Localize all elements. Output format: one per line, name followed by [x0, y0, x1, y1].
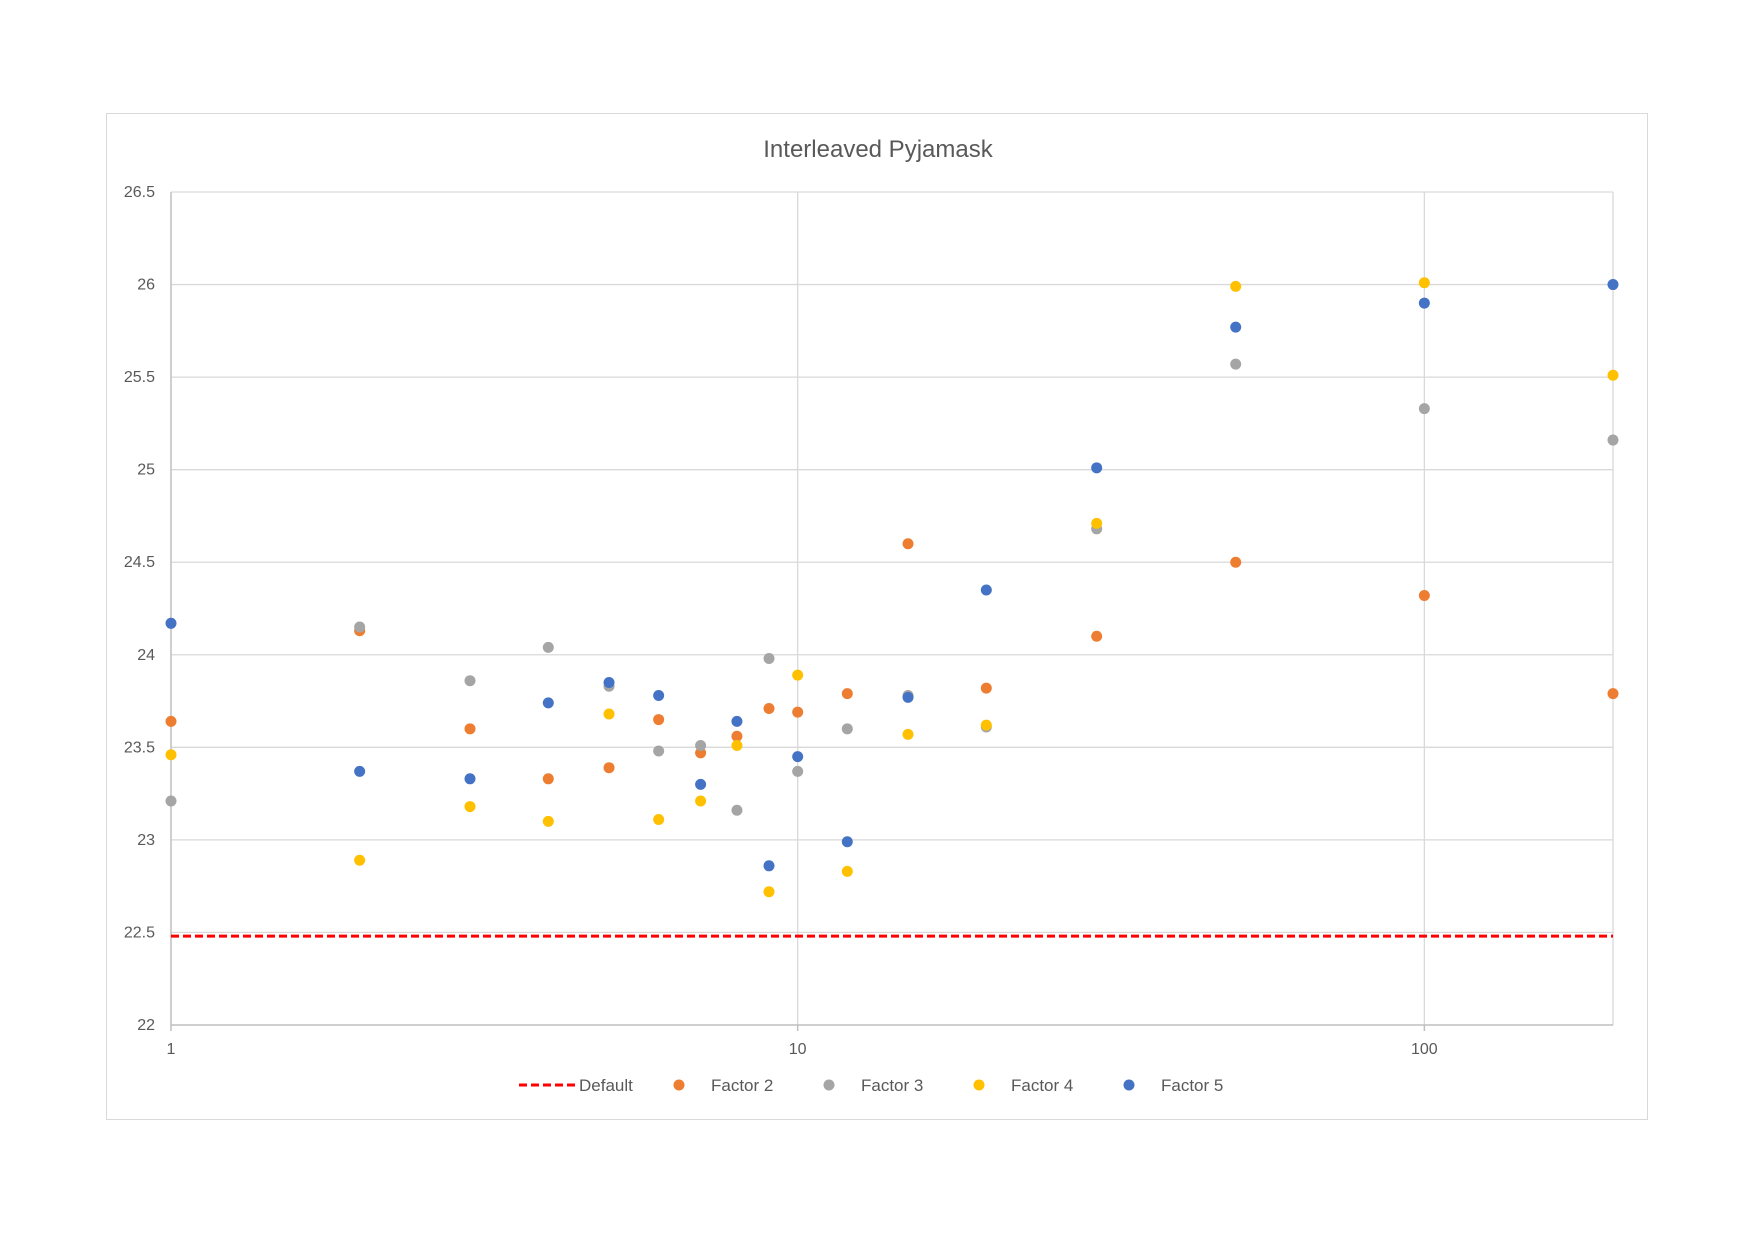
data-point [1091, 630, 1103, 642]
series-factor-5 [165, 279, 1619, 872]
data-point [763, 886, 775, 898]
data-point [165, 715, 177, 727]
y-tick-label: 23.5 [124, 739, 155, 756]
data-point [792, 765, 804, 777]
data-point [464, 773, 476, 785]
axes: 22 22.5 23 23.5 24 24.5 25 25.5 26 26.5 1 10 100 [124, 184, 1613, 1058]
data-point [464, 675, 476, 687]
legend-marker-factor [823, 1079, 835, 1091]
data-point [542, 697, 554, 709]
data-point [902, 538, 914, 550]
data-point [603, 677, 615, 689]
data-point [763, 860, 775, 872]
x-tick-label: 1 [167, 1041, 176, 1058]
series-factor-3 [165, 358, 1619, 816]
data-point [841, 688, 853, 700]
data-point [653, 690, 665, 702]
y-tick-label: 25 [137, 462, 155, 479]
x-tick-label: 10 [789, 1041, 807, 1058]
data-point [464, 801, 476, 813]
data-point [731, 730, 743, 742]
data-point [763, 702, 775, 714]
data-point [1091, 517, 1103, 529]
series-factor-4 [165, 277, 1619, 898]
data-points [165, 277, 1619, 898]
data-point [542, 773, 554, 785]
legend-marker-factor [673, 1079, 685, 1091]
data-point [1091, 462, 1103, 474]
data-point [1230, 321, 1242, 333]
data-point [763, 652, 775, 664]
data-point [1418, 403, 1430, 415]
data-point [980, 719, 992, 731]
legend-label: Factor 2 [711, 1076, 773, 1095]
legend-label: Factor 5 [1161, 1076, 1223, 1095]
legend-label: Factor 4 [1011, 1076, 1073, 1095]
data-point [165, 749, 177, 761]
data-point [841, 836, 853, 848]
data-point [1607, 369, 1619, 381]
y-tick-label: 25.5 [124, 369, 155, 386]
data-point [841, 723, 853, 735]
data-point [165, 617, 177, 629]
y-tick-label: 24 [137, 647, 155, 664]
y-tick-label: 23 [137, 832, 155, 849]
data-point [1607, 688, 1619, 700]
y-tick-label: 26 [137, 277, 155, 294]
data-point [165, 795, 177, 807]
data-point [1607, 434, 1619, 446]
chart-title: Interleaved Pyjamask [763, 136, 993, 163]
data-point [653, 745, 665, 757]
data-point [1230, 358, 1242, 370]
data-point [653, 714, 665, 726]
data-point [1230, 556, 1242, 568]
data-point [731, 804, 743, 816]
data-point [792, 669, 804, 681]
data-point [542, 641, 554, 653]
data-point [695, 739, 707, 751]
data-point [980, 682, 992, 694]
y-tick-label: 22 [137, 1017, 155, 1034]
chart-canvas: Interleaved Pyjamask 2222.52323.52424.52… [124, 136, 1619, 1095]
legend-label: Default [579, 1076, 633, 1095]
data-point [695, 778, 707, 790]
data-point [1607, 279, 1619, 291]
data-point [464, 723, 476, 735]
data-point [695, 795, 707, 807]
data-point [542, 815, 554, 827]
y-tick-label: 26.5 [124, 184, 155, 201]
legend-marker-factor [1123, 1079, 1135, 1091]
legend-label: Factor 3 [861, 1076, 923, 1095]
data-point [354, 765, 366, 777]
data-point [792, 751, 804, 763]
data-point [902, 728, 914, 740]
x-tick-label: 100 [1411, 1041, 1438, 1058]
data-point [902, 691, 914, 703]
data-point [1418, 277, 1430, 289]
chart-frame: Interleaved Pyjamask 22 22.5 23 23.5 24 24.5 2… [106, 113, 1648, 1120]
data-point [731, 715, 743, 727]
data-point [1418, 590, 1430, 602]
data-point [653, 814, 665, 826]
data-point [603, 708, 615, 720]
data-point [731, 739, 743, 751]
data-point [354, 854, 366, 866]
legend: Default Factor 2 Factor 3 Factor 4 Factor 5 [519, 1076, 1223, 1095]
data-point [1418, 297, 1430, 309]
y-tick-label: 22.5 [124, 924, 155, 941]
y-tick-label: 24.5 [124, 554, 155, 571]
data-point [841, 865, 853, 877]
data-point [792, 706, 804, 718]
data-point [354, 621, 366, 633]
legend-marker-factor [973, 1079, 985, 1091]
data-point [1230, 280, 1242, 292]
data-point [980, 584, 992, 596]
data-point [603, 762, 615, 774]
grid [171, 191, 1614, 1025]
